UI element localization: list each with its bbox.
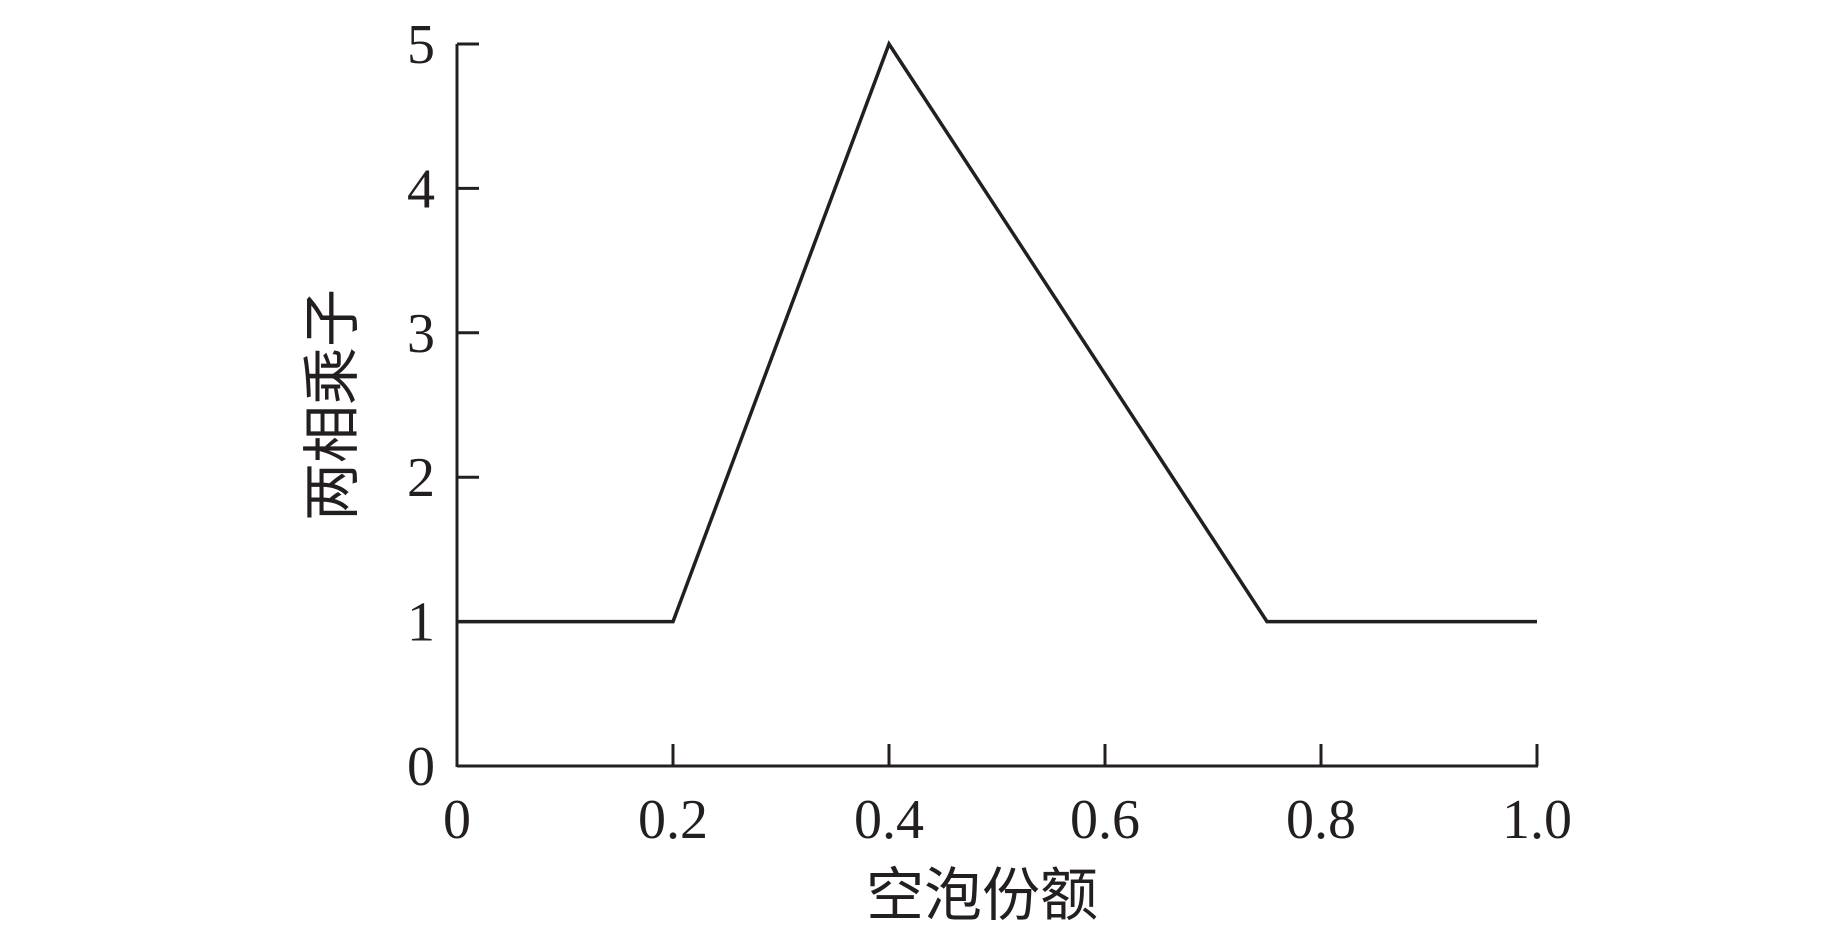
series (457, 40, 1537, 624)
x-tick-label: 0 (443, 789, 471, 851)
x-tick-label: 0.2 (638, 789, 708, 851)
x-tick-label: 1.0 (1502, 789, 1572, 851)
x-tick-label: 0.8 (1286, 789, 1356, 851)
ticks: 0 0.2 0.4 0.6 0.8 1.0 0 1 2 3 4 5 (407, 14, 1572, 851)
y-tick-label: 4 (407, 158, 435, 220)
x-tick-label: 0.4 (854, 789, 924, 851)
y-tick-label: 1 (407, 592, 435, 654)
y-axis-label: 两相乘子 (300, 289, 365, 521)
x-tick-label: 0.6 (1070, 789, 1140, 851)
x-axis-label: 空泡份额 (866, 863, 1098, 928)
y-tick-label: 5 (407, 14, 435, 76)
y-tick-label: 3 (407, 303, 435, 365)
y-tick-label: 0 (407, 736, 435, 798)
series-line (457, 40, 1537, 624)
axes (455, 44, 1538, 768)
y-tick-label: 2 (407, 447, 435, 509)
